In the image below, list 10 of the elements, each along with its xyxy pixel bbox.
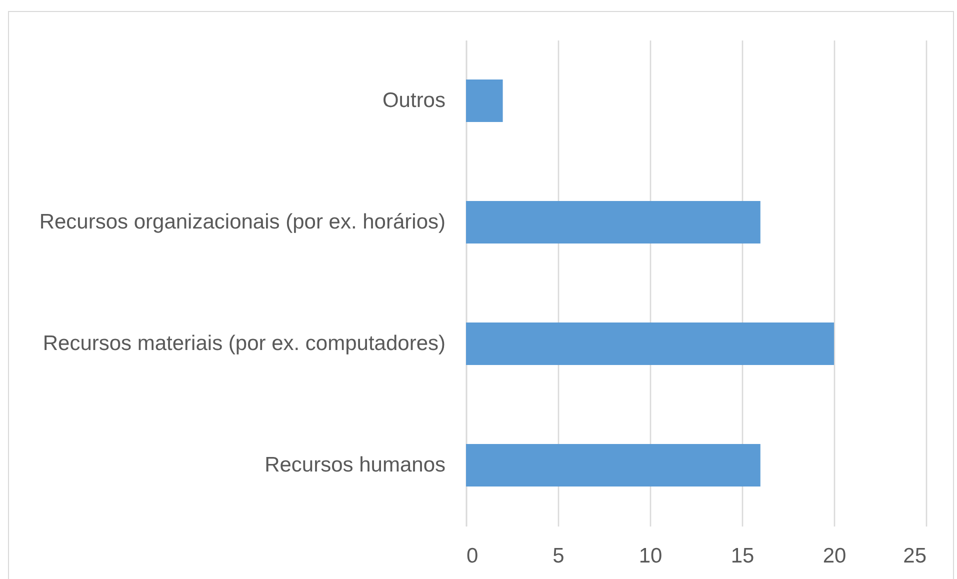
x-tick-label: 15 (730, 544, 754, 568)
x-tick-label: 20 (822, 544, 846, 568)
y-tick-label: Recursos humanos (264, 453, 446, 476)
y-tick-label: Recursos materiais (por ex. computadores) (42, 332, 446, 355)
x-tick-label: 25 (903, 544, 926, 568)
y-tick-label: Recursos organizacionais (por ex. horários) (39, 210, 446, 234)
x-tick-label: 0 (466, 544, 478, 568)
y-tick-label: Outros (382, 88, 446, 112)
x-tick-label: 5 (552, 544, 564, 568)
x-tick-label: 10 (638, 544, 662, 568)
